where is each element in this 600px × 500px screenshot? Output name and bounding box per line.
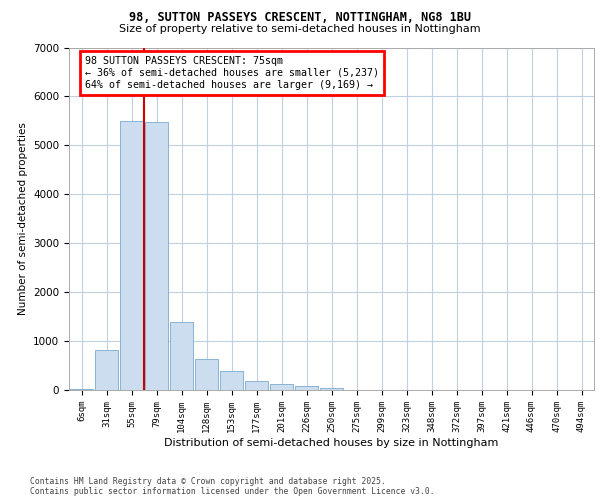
Bar — [170, 322, 193, 390]
Bar — [120, 121, 143, 390]
Bar — [95, 350, 118, 390]
Bar — [195, 358, 218, 390]
Text: 98, SUTTON PASSEYS CRESCENT, NOTTINGHAM, NG8 1BU: 98, SUTTON PASSEYS CRESCENT, NOTTINGHAM,… — [129, 11, 471, 24]
Bar — [70, 388, 93, 390]
Bar — [295, 386, 318, 390]
X-axis label: Distribution of semi-detached houses by size in Nottingham: Distribution of semi-detached houses by … — [164, 438, 499, 448]
Text: Size of property relative to semi-detached houses in Nottingham: Size of property relative to semi-detach… — [119, 24, 481, 34]
Bar — [220, 371, 243, 390]
Bar — [320, 388, 343, 390]
Text: 98 SUTTON PASSEYS CRESCENT: 75sqm
← 36% of semi-detached houses are smaller (5,2: 98 SUTTON PASSEYS CRESCENT: 75sqm ← 36% … — [85, 56, 379, 90]
Bar — [270, 384, 293, 390]
Bar — [145, 122, 168, 390]
Text: Contains HM Land Registry data © Crown copyright and database right 2025.
Contai: Contains HM Land Registry data © Crown c… — [30, 476, 434, 496]
Y-axis label: Number of semi-detached properties: Number of semi-detached properties — [17, 122, 28, 315]
Bar — [245, 381, 268, 390]
